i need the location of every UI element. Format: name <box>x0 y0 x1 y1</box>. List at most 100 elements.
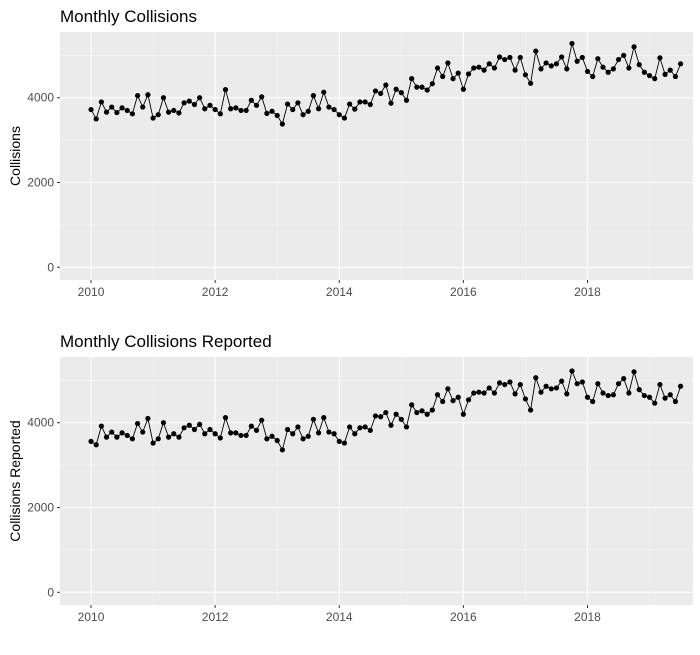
data-point <box>409 402 415 408</box>
data-point <box>212 431 218 437</box>
data-point <box>103 434 110 440</box>
data-point <box>491 65 498 71</box>
data-point <box>672 73 679 80</box>
data-point <box>652 400 658 406</box>
data-point <box>114 109 120 116</box>
data-point <box>600 64 606 70</box>
data-point <box>93 116 99 122</box>
data-point <box>548 63 554 69</box>
x-tick-label: 2014 <box>326 610 353 624</box>
data-point <box>145 415 151 422</box>
data-point <box>279 447 285 453</box>
data-point <box>341 440 348 446</box>
data-point <box>398 90 404 96</box>
data-point <box>579 379 585 385</box>
data-point <box>543 60 549 66</box>
data-point <box>310 416 317 422</box>
data-point <box>134 420 141 427</box>
y-axis-label-1: Collisions <box>7 126 23 186</box>
data-point <box>160 420 167 426</box>
data-point <box>455 70 461 76</box>
data-point <box>212 106 218 113</box>
data-point <box>559 378 565 384</box>
data-point <box>166 109 172 115</box>
data-point <box>631 44 637 50</box>
data-point <box>569 368 575 374</box>
data-point <box>264 110 270 116</box>
data-point <box>269 108 275 114</box>
data-point <box>429 81 435 87</box>
x-tick-label: 2016 <box>450 285 477 299</box>
data-point <box>300 436 306 442</box>
chart-panel-2: 2010 2012 2014 2016 2018 0 2000 4000 Monthly Col… <box>7 332 693 624</box>
data-point <box>347 101 353 107</box>
data-point <box>253 427 260 433</box>
data-point <box>471 65 477 71</box>
data-point <box>507 54 513 61</box>
data-point <box>641 392 647 399</box>
data-point <box>378 414 384 420</box>
data-point <box>538 389 544 395</box>
data-point <box>502 56 508 63</box>
data-point <box>429 407 435 413</box>
data-point <box>191 426 198 433</box>
data-point <box>259 417 265 423</box>
data-point <box>103 109 110 115</box>
data-point <box>626 390 632 396</box>
data-point <box>140 429 146 435</box>
data-point <box>579 54 585 61</box>
data-point <box>662 71 668 77</box>
data-point <box>646 73 653 79</box>
y-axis-label-2: Collisions Reported <box>7 420 23 541</box>
data-point <box>672 398 679 405</box>
data-point <box>171 431 177 437</box>
x-tick-label: 2010 <box>78 610 105 624</box>
y-tick-label: 0 <box>47 260 54 274</box>
data-point <box>243 107 249 114</box>
data-point <box>419 84 425 90</box>
data-point <box>269 433 275 439</box>
data-point <box>419 408 425 414</box>
data-point <box>228 430 234 436</box>
data-point <box>569 40 575 47</box>
data-point <box>564 391 570 397</box>
data-point <box>119 105 125 111</box>
data-point <box>305 108 311 114</box>
data-point <box>171 107 177 114</box>
data-point <box>233 105 239 111</box>
data-point <box>393 86 399 92</box>
data-point <box>321 415 327 421</box>
data-point <box>362 424 368 430</box>
data-point <box>476 389 482 395</box>
data-point <box>284 101 291 107</box>
data-point <box>228 106 234 112</box>
data-point <box>631 369 637 375</box>
data-point <box>259 94 265 100</box>
data-point <box>243 432 249 439</box>
data-point <box>119 430 125 436</box>
data-point <box>357 425 363 431</box>
data-point <box>636 62 642 68</box>
data-point <box>264 436 270 442</box>
data-point <box>166 434 172 440</box>
data-point <box>233 430 239 436</box>
data-point <box>574 58 580 64</box>
data-point <box>98 99 104 105</box>
data-point <box>481 390 487 396</box>
data-point <box>595 56 601 62</box>
data-point <box>414 84 420 90</box>
data-point <box>403 424 410 430</box>
data-point <box>626 65 632 71</box>
data-point <box>155 436 161 442</box>
data-point <box>150 440 156 446</box>
data-point <box>553 61 560 67</box>
data-point <box>217 111 223 117</box>
data-point <box>486 385 492 391</box>
data-point <box>584 68 591 75</box>
data-point <box>98 423 104 429</box>
data-point <box>362 99 368 105</box>
data-point <box>646 394 653 400</box>
data-point <box>176 110 182 116</box>
data-point <box>657 381 663 388</box>
data-point <box>191 101 198 108</box>
